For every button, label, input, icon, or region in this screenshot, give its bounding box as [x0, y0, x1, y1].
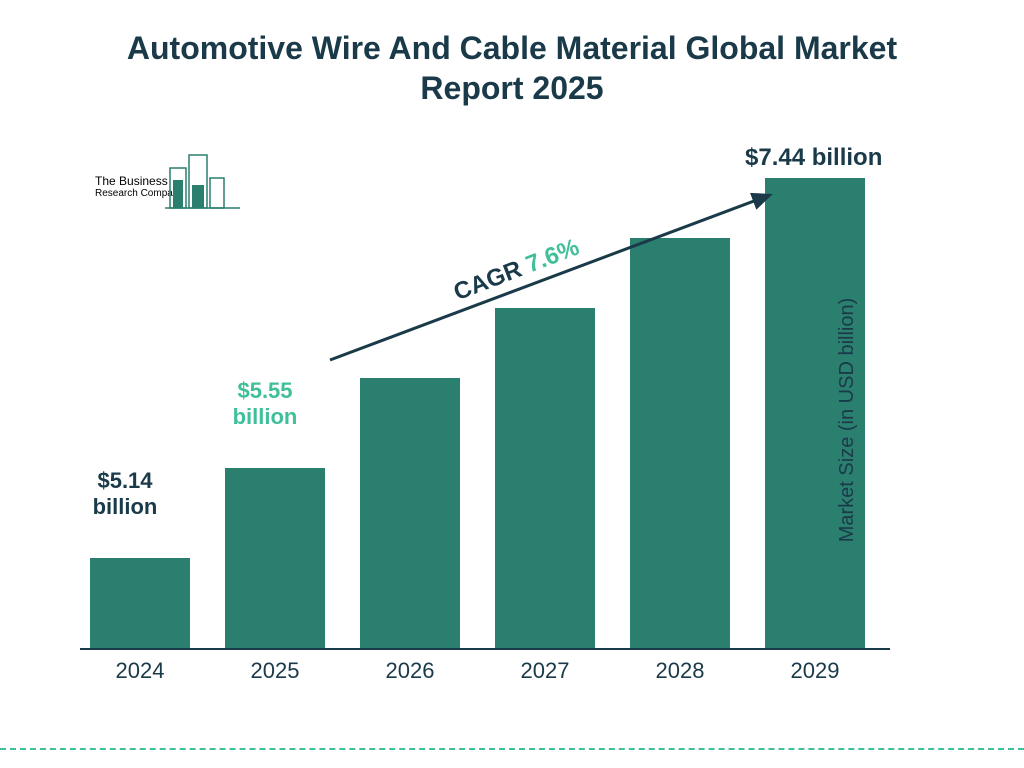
cagr-label: CAGR 7.6% [450, 234, 583, 307]
bar-2028 [630, 238, 730, 648]
plot-region: $5.14 billion $5.55 billion $7.44 billio… [80, 140, 890, 650]
bar-2027 [495, 308, 595, 648]
xlabel-2029: 2029 [765, 658, 865, 684]
bar-2025 [225, 468, 325, 648]
bar-label-2029: $7.44 billion [745, 144, 882, 172]
xlabel-2027: 2027 [495, 658, 595, 684]
xlabel-2024: 2024 [90, 658, 190, 684]
bar-label-2024-value: $5.14 [97, 468, 152, 493]
chart-title: Automotive Wire And Cable Material Globa… [0, 0, 1024, 118]
bar-label-2025: $5.55 billion [220, 378, 310, 431]
cagr-prefix: CAGR [450, 253, 532, 306]
chart-area: The Business Research Company $5.14 bill… [80, 140, 920, 700]
bar-label-2025-unit: billion [233, 404, 298, 429]
cagr-value: 7.6% [522, 234, 583, 279]
bar-label-2024-unit: billion [93, 494, 158, 519]
bar-label-2025-value: $5.55 [237, 378, 292, 403]
y-axis-label: Market Size (in USD billion) [836, 298, 859, 543]
bottom-dashed-divider [0, 748, 1024, 750]
bar-2026 [360, 378, 460, 648]
bar-2024 [90, 558, 190, 648]
xlabel-2028: 2028 [630, 658, 730, 684]
bar-label-2024: $5.14 billion [80, 468, 170, 521]
xlabel-2025: 2025 [225, 658, 325, 684]
xlabel-2026: 2026 [360, 658, 460, 684]
